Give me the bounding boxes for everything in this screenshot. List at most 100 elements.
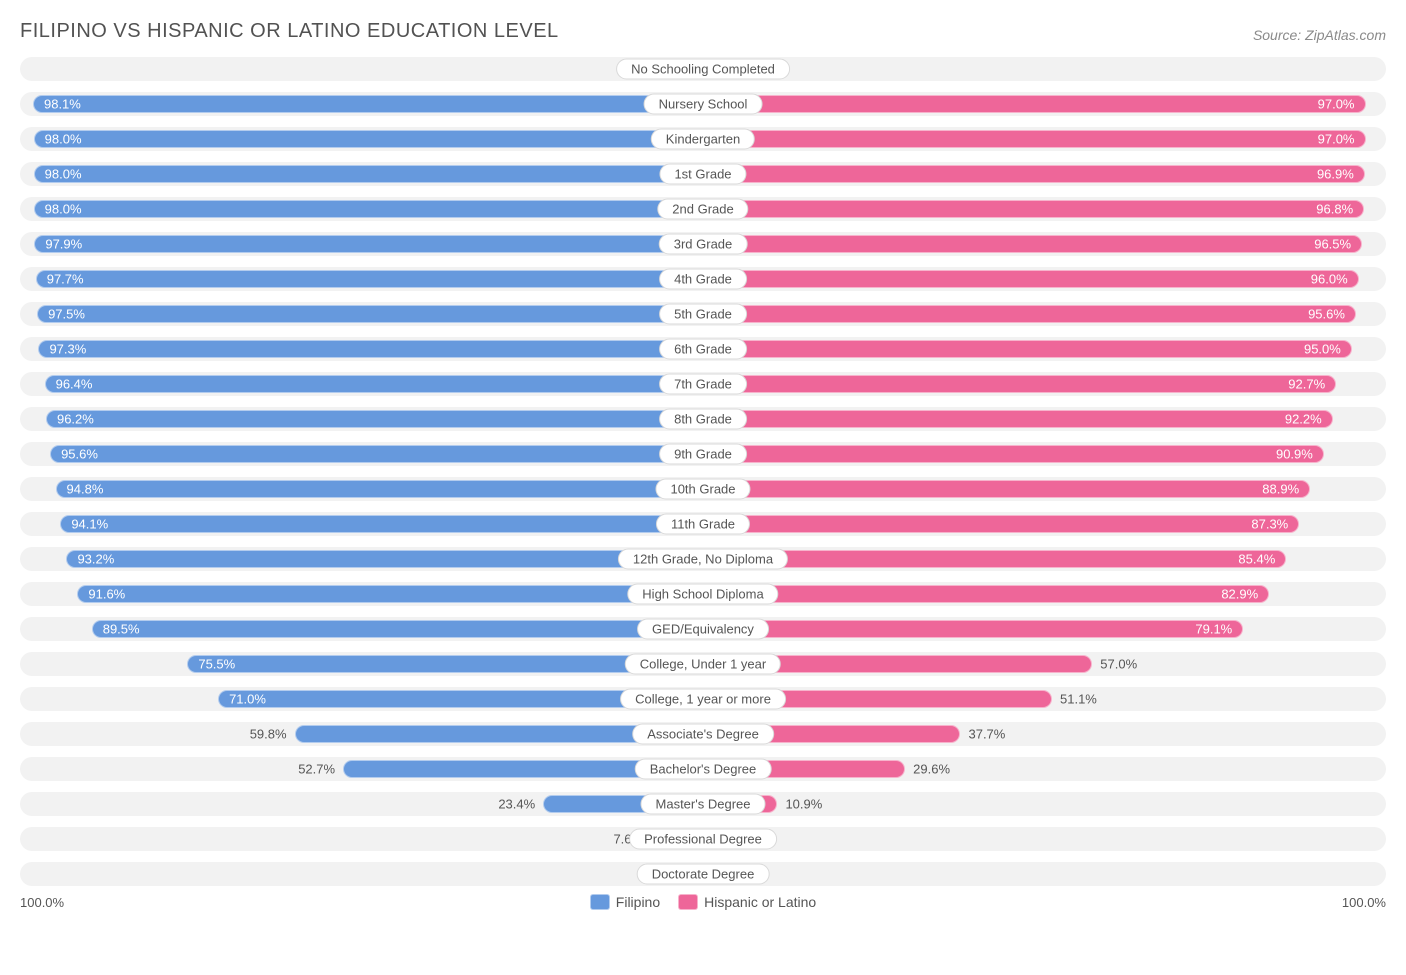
bar-right-label: 37.7% xyxy=(968,727,1005,742)
chart-footer: 100.0% Filipino Hispanic or Latino 100.0… xyxy=(20,894,1386,910)
category-label: 5th Grade xyxy=(659,304,747,325)
chart-row: 94.1%87.3%11th Grade xyxy=(20,512,1386,536)
bar-right-label: 10.9% xyxy=(785,797,822,812)
bar-left-label: 98.0% xyxy=(45,202,82,217)
chart-row: 97.5% 95.6% 5th Grade xyxy=(20,302,1386,326)
bar-right: 92.2% xyxy=(703,410,1333,428)
bar-right-label: 85.4% xyxy=(1238,552,1275,567)
bar-left-label: 71.0% xyxy=(229,692,266,707)
bar-left-label: 93.2% xyxy=(77,552,114,567)
bar-left: 96.4% xyxy=(45,375,703,393)
axis-right-label: 100.0% xyxy=(1342,895,1386,910)
bar-right: 97.0% xyxy=(703,95,1366,113)
bar-left: 97.3% xyxy=(38,340,703,358)
chart-row: 2.0%3.0%No Schooling Completed xyxy=(20,57,1386,81)
bar-right-label: 79.1% xyxy=(1195,622,1232,637)
bar-left: 93.2% xyxy=(66,550,703,568)
legend-label-right: Hispanic or Latino xyxy=(704,894,816,910)
legend-swatch-right xyxy=(678,894,698,910)
bar-left: 97.9% xyxy=(34,235,703,253)
bar-right: 82.9% xyxy=(703,585,1269,603)
chart-row: 7.6%3.2%Professional Degree xyxy=(20,827,1386,851)
chart-row: 98.0% 96.8% 2nd Grade xyxy=(20,197,1386,221)
chart-row: 97.7% 96.0% 4th Grade xyxy=(20,267,1386,291)
bar-right: 90.9% xyxy=(703,445,1324,463)
bar-right-label: 88.9% xyxy=(1262,482,1299,497)
category-label: 7th Grade xyxy=(659,374,747,395)
bar-right: 96.9% xyxy=(703,165,1365,183)
bar-left: 89.5% xyxy=(92,620,703,638)
bar-left-label: 94.8% xyxy=(67,482,104,497)
category-label: Nursery School xyxy=(644,94,763,115)
category-label: Associate's Degree xyxy=(632,724,774,745)
category-label: Doctorate Degree xyxy=(637,864,770,885)
category-label: 6th Grade xyxy=(659,339,747,360)
bar-right: 87.3% xyxy=(703,515,1299,533)
chart-row: 93.2% 85.4% 12th Grade, No Diploma xyxy=(20,547,1386,571)
bar-left-label: 97.9% xyxy=(45,237,82,252)
category-label: Kindergarten xyxy=(651,129,755,150)
category-label: No Schooling Completed xyxy=(616,59,790,80)
bar-right-label: 96.9% xyxy=(1317,167,1354,182)
bar-right: 96.5% xyxy=(703,235,1362,253)
bar-right-label: 95.6% xyxy=(1308,307,1345,322)
bar-left-label: 98.1% xyxy=(44,97,81,112)
category-label: 11th Grade xyxy=(656,514,750,535)
bar-right-label: 92.2% xyxy=(1285,412,1322,427)
bar-left: 95.6% xyxy=(50,445,703,463)
bar-left-label: 98.0% xyxy=(45,132,82,147)
chart-header: FILIPINO VS HISPANIC OR LATINO EDUCATION… xyxy=(20,20,1386,43)
bar-right: 96.0% xyxy=(703,270,1359,288)
bar-left: 96.2% xyxy=(46,410,703,428)
bar-right-label: 51.1% xyxy=(1060,692,1097,707)
chart-row: 91.6%82.9%High School Diploma xyxy=(20,582,1386,606)
bar-right-label: 96.8% xyxy=(1316,202,1353,217)
chart-row: 52.7% 29.6% Bachelor's Degree xyxy=(20,757,1386,781)
legend-item-left: Filipino xyxy=(590,894,660,910)
category-label: 2nd Grade xyxy=(657,199,748,220)
chart-legend: Filipino Hispanic or Latino xyxy=(590,894,816,910)
bar-right-label: 96.5% xyxy=(1314,237,1351,252)
bar-left-label: 96.4% xyxy=(56,377,93,392)
bar-right-label: 95.0% xyxy=(1304,342,1341,357)
chart-row: 75.5%57.0%College, Under 1 year xyxy=(20,652,1386,676)
chart-row: 97.9%96.5%3rd Grade xyxy=(20,232,1386,256)
bar-left-label: 96.2% xyxy=(57,412,94,427)
axis-left-label: 100.0% xyxy=(20,895,64,910)
category-label: 12th Grade, No Diploma xyxy=(618,549,788,570)
legend-label-left: Filipino xyxy=(616,894,660,910)
bar-left: 98.1% xyxy=(33,95,703,113)
bar-right-label: 90.9% xyxy=(1276,447,1313,462)
category-label: 10th Grade xyxy=(655,479,750,500)
bar-right: 97.0% xyxy=(703,130,1366,148)
chart-row: 3.4%1.3%Doctorate Degree xyxy=(20,862,1386,886)
bar-left-label: 97.3% xyxy=(49,342,86,357)
bar-right-label: 29.6% xyxy=(913,762,950,777)
bar-left-label: 91.6% xyxy=(88,587,125,602)
bar-left-label: 52.7% xyxy=(298,762,335,777)
chart-row: 98.0% 97.0%Kindergarten xyxy=(20,127,1386,151)
chart-row: 95.6% 90.9% 9th Grade xyxy=(20,442,1386,466)
category-label: 9th Grade xyxy=(659,444,747,465)
category-label: Bachelor's Degree xyxy=(635,759,772,780)
chart-container: FILIPINO VS HISPANIC OR LATINO EDUCATION… xyxy=(0,0,1406,930)
category-label: 4th Grade xyxy=(659,269,747,290)
bar-left: 97.7% xyxy=(36,270,703,288)
bar-left: 98.0% xyxy=(34,165,703,183)
category-label: 8th Grade xyxy=(659,409,747,430)
bar-right: 95.0% xyxy=(703,340,1352,358)
bar-right: 88.9% xyxy=(703,480,1310,498)
bar-right: 85.4% xyxy=(703,550,1286,568)
bar-left: 97.5% xyxy=(37,305,703,323)
bar-right: 79.1% xyxy=(703,620,1243,638)
bar-left: 91.6% xyxy=(77,585,703,603)
chart-row: 89.5%79.1%GED/Equivalency xyxy=(20,617,1386,641)
bar-right-label: 97.0% xyxy=(1318,97,1355,112)
chart-row: 98.1% 97.0% Nursery School xyxy=(20,92,1386,116)
chart-source: Source: ZipAtlas.com xyxy=(1253,27,1386,43)
bar-right-label: 96.0% xyxy=(1311,272,1348,287)
chart-rows: 2.0%3.0%No Schooling Completed 98.1% 97.0%… xyxy=(20,57,1386,886)
bar-right-label: 92.7% xyxy=(1288,377,1325,392)
legend-swatch-left xyxy=(590,894,610,910)
category-label: College, 1 year or more xyxy=(620,689,786,710)
